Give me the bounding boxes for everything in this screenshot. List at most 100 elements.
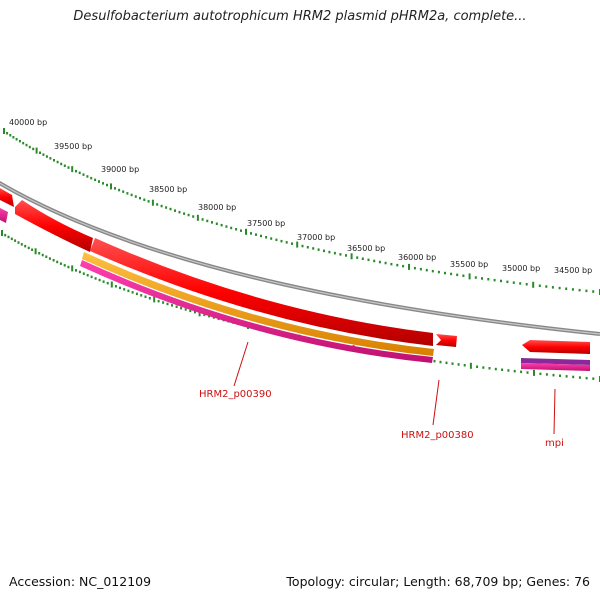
minor-tick: [552, 373, 555, 377]
minor-tick: [565, 287, 568, 290]
scale-label: 38500 bp: [149, 185, 187, 194]
label-line-mpi: [553, 388, 556, 435]
minor-tick: [526, 371, 529, 374]
minor-tick: [462, 274, 465, 277]
scale-label: 39000 bp: [101, 165, 139, 174]
major-tick: [469, 362, 472, 369]
minor-tick: [275, 238, 278, 242]
minor-tick: [457, 363, 460, 366]
gene-feature-red[interactable]: [436, 334, 457, 347]
scale-label: 37500 bp: [247, 219, 285, 228]
minor-tick: [144, 295, 147, 298]
minor-tick: [102, 280, 105, 283]
minor-tick: [488, 367, 491, 370]
minor-tick: [559, 374, 561, 377]
gene-label-hrm2-p00380[interactable]: HRM2_p00380: [401, 430, 474, 441]
major-tick: [1, 230, 3, 236]
minor-tick: [437, 270, 440, 274]
outer-scale-ticks: [3, 128, 600, 295]
label-line-hrm2-p00380: [432, 379, 440, 426]
minor-tick: [507, 369, 510, 372]
minor-tick: [131, 291, 134, 294]
major-tick: [34, 248, 37, 255]
minor-tick: [306, 246, 309, 249]
minor-tick: [135, 292, 138, 296]
minor-tick: [373, 259, 376, 263]
minor-tick: [578, 288, 581, 292]
gene-feature-red[interactable]: [0, 187, 14, 207]
minor-tick: [86, 175, 89, 178]
gene-feature-red[interactable]: [15, 200, 93, 252]
minor-tick: [160, 204, 163, 208]
minor-tick: [48, 257, 51, 260]
major-tick: [35, 147, 38, 154]
minor-tick: [183, 212, 186, 215]
minor-tick: [130, 193, 133, 197]
minor-tick: [25, 143, 28, 147]
gene-label-lines: [233, 341, 556, 435]
minor-tick: [41, 253, 44, 257]
major-tick: [196, 214, 199, 221]
minor-tick: [45, 155, 48, 158]
minor-tick: [285, 241, 288, 244]
minor-tick: [119, 286, 121, 290]
minor-tick: [7, 235, 10, 239]
minor-tick: [301, 244, 304, 248]
minor-tick: [545, 285, 548, 288]
minor-tick: [250, 232, 252, 235]
scale-labels: 40000 bp 39500 bp 39000 bp 38500 bp 3800…: [9, 118, 592, 275]
minor-tick: [17, 241, 20, 244]
gene-feature-pink[interactable]: [521, 363, 590, 371]
gene-label-hrm2-p00390[interactable]: HRM2_p00390: [199, 389, 272, 400]
minor-tick: [162, 301, 165, 304]
minor-tick: [139, 196, 141, 200]
gene-feature-red[interactable]: [522, 340, 590, 354]
minor-tick: [140, 294, 143, 297]
minor-tick: [192, 215, 195, 218]
minor-tick: [482, 366, 485, 369]
minor-tick: [118, 188, 121, 192]
minor-tick: [157, 299, 160, 303]
minor-tick: [126, 192, 129, 195]
minor-tick: [538, 284, 541, 287]
minor-tick: [235, 228, 238, 231]
minor-tick: [481, 277, 483, 280]
minor-tick: [585, 376, 588, 380]
minor-tick: [94, 178, 97, 182]
minor-tick: [474, 276, 477, 279]
minor-tick: [56, 160, 59, 164]
minor-tick: [174, 209, 176, 212]
gene-feature-red[interactable]: [90, 238, 433, 346]
minor-tick: [240, 229, 242, 232]
minor-tick: [419, 267, 422, 271]
major-tick: [296, 241, 299, 248]
gene-feature-purple[interactable]: [521, 358, 590, 365]
minor-tick: [14, 239, 17, 242]
minor-tick: [451, 362, 454, 365]
gene-feature-orange[interactable]: [82, 252, 434, 356]
minor-tick: [134, 195, 137, 198]
gene-label-mpi[interactable]: mpi: [545, 438, 564, 449]
minor-tick: [147, 200, 150, 203]
major-tick: [468, 273, 471, 280]
gene-feature-magenta[interactable]: [0, 207, 8, 223]
scale-label: 36000 bp: [398, 253, 436, 262]
minor-tick: [312, 247, 315, 250]
minor-tick: [378, 260, 381, 264]
major-tick: [110, 281, 113, 288]
minor-tick: [49, 157, 52, 160]
minor-tick: [180, 306, 183, 310]
minor-tick: [444, 271, 446, 275]
minor-tick: [270, 237, 273, 240]
minor-tick: [519, 282, 522, 285]
minor-tick: [78, 270, 81, 274]
minor-tick: [255, 233, 257, 236]
major-tick: [350, 253, 353, 260]
minor-tick: [78, 171, 81, 175]
minor-tick: [67, 265, 70, 269]
minor-tick: [328, 250, 331, 254]
minor-tick: [53, 159, 55, 162]
label-line-hrm2-p00390: [233, 341, 249, 387]
minor-tick: [539, 372, 542, 376]
